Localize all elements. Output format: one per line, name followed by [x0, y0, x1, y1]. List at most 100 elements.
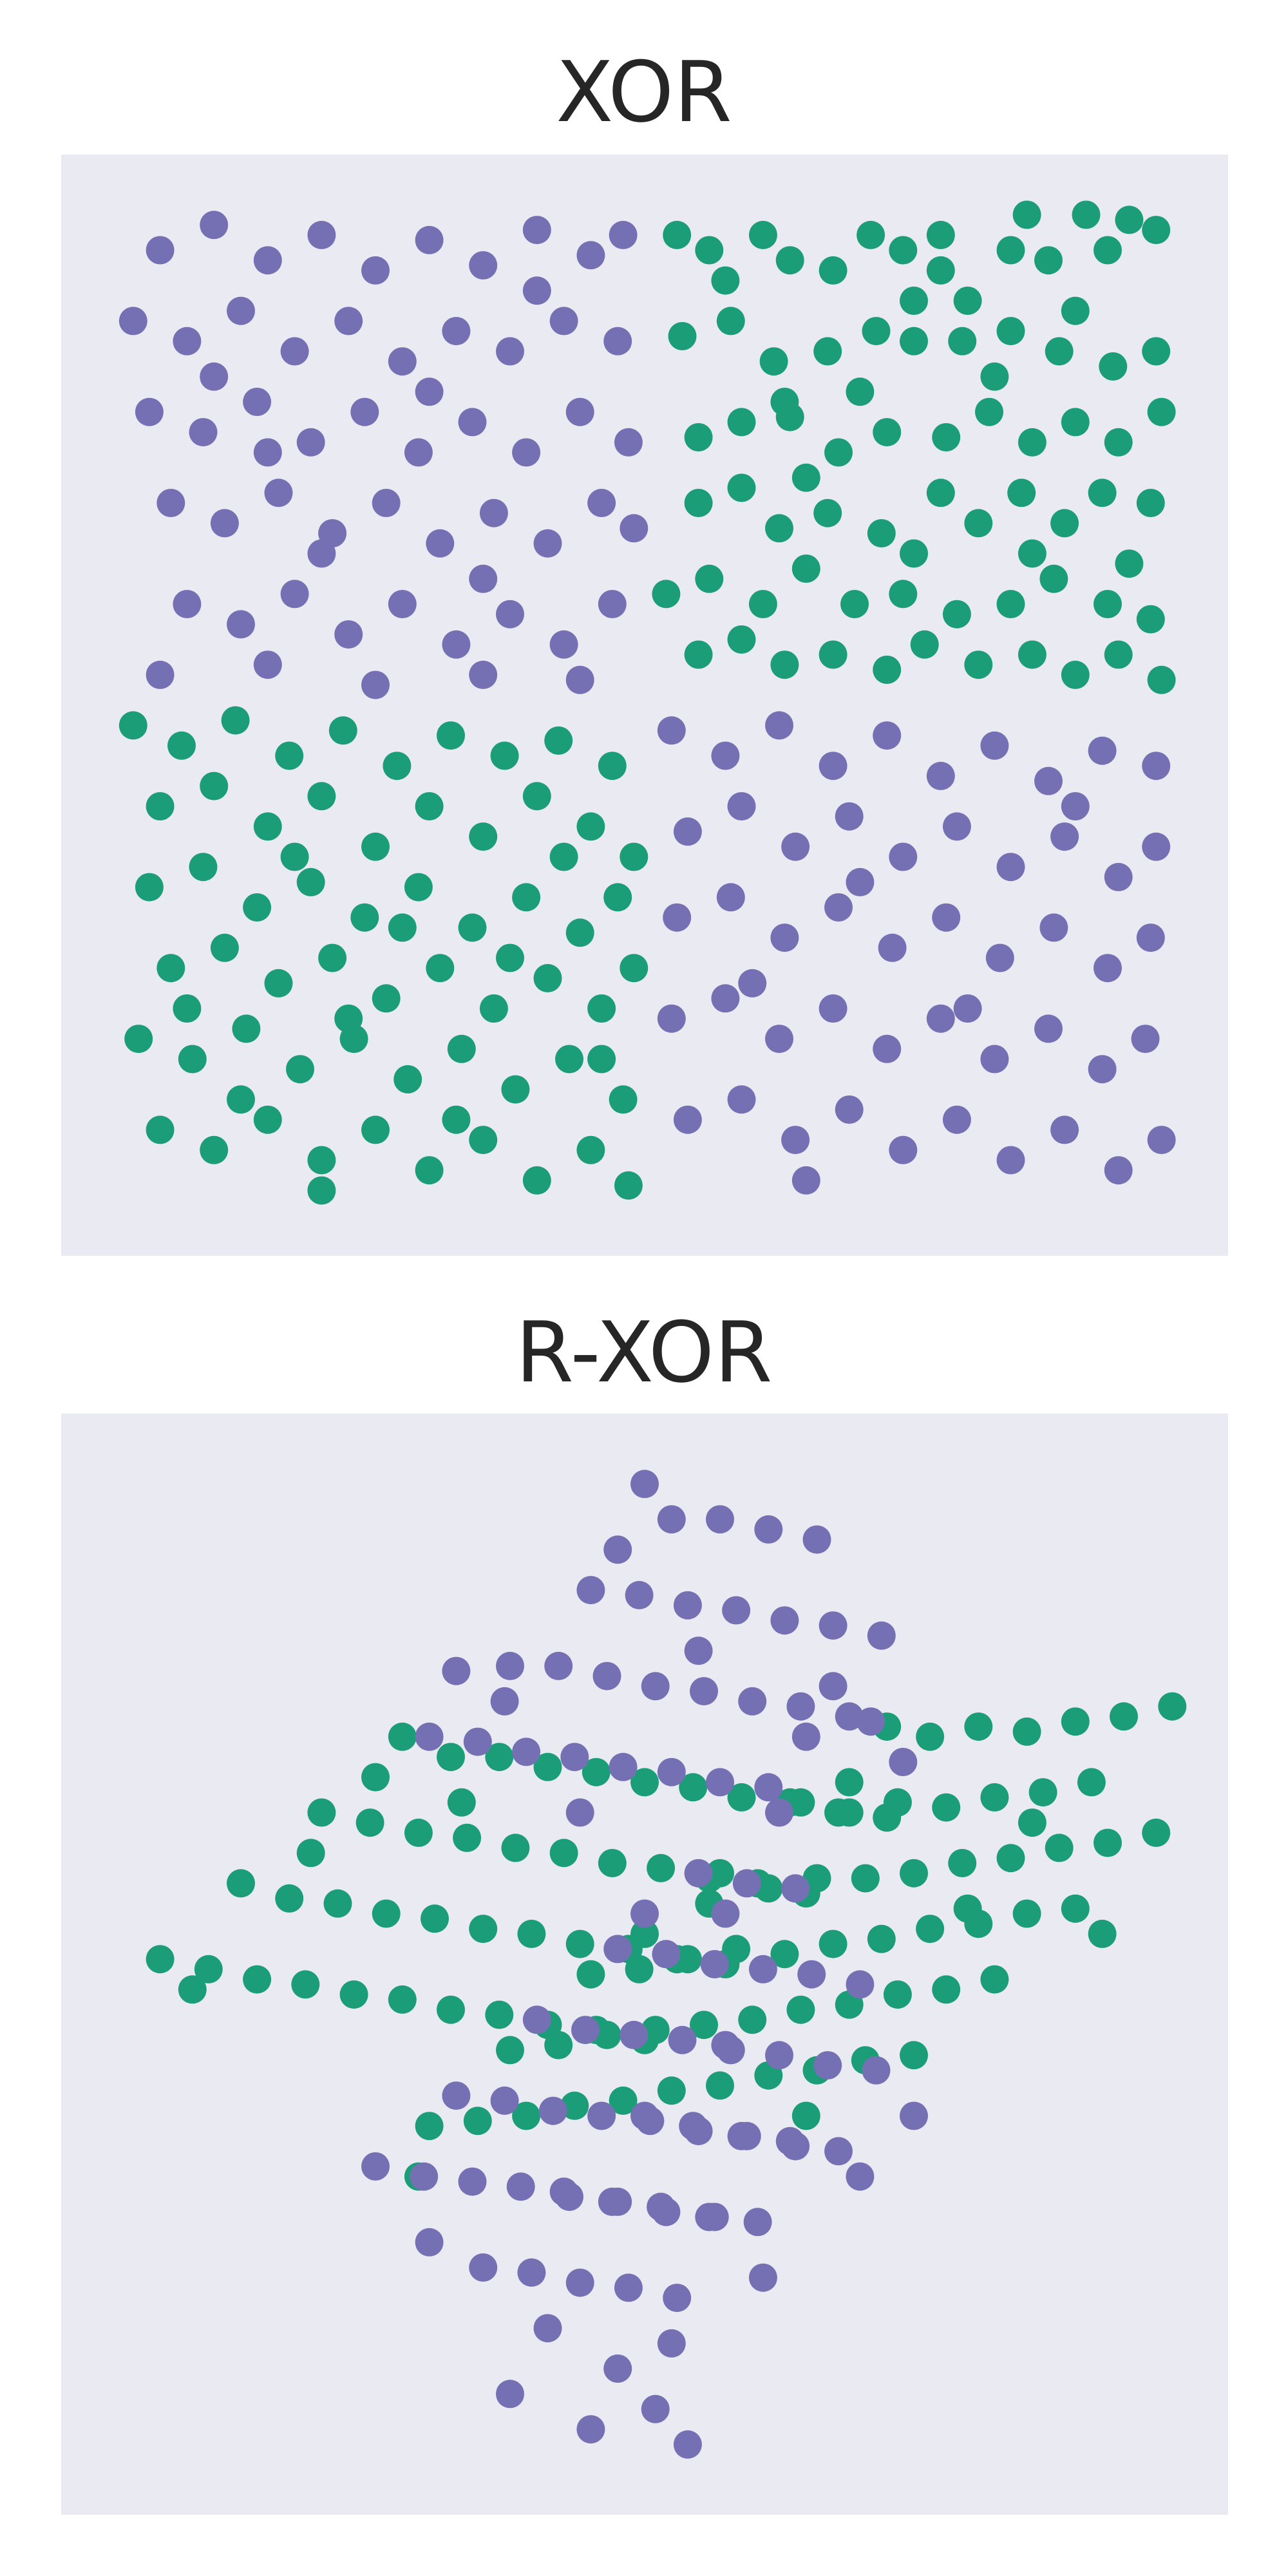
point-class-1-12: [754, 1515, 783, 1544]
point-class-0-53: [657, 2076, 686, 2105]
point-class-1-49: [587, 2101, 616, 2130]
point-class-0-93: [200, 772, 229, 800]
point-class-1-70: [673, 817, 702, 846]
point-class-0-69: [485, 2000, 514, 2029]
point-class-0-80: [791, 463, 820, 492]
point-class-1-67: [1034, 766, 1063, 795]
point-class-0-78: [1158, 1692, 1187, 1721]
point-class-0-73: [926, 220, 955, 249]
point-class-0-98: [469, 822, 498, 851]
point-class-0-107: [404, 873, 433, 902]
point-class-1-100: [673, 1105, 702, 1134]
point-class-1-24: [350, 397, 379, 426]
point-class-0-65: [873, 656, 902, 684]
point-class-0-61: [598, 1849, 627, 1877]
point-class-1-66: [980, 731, 1009, 760]
point-class-0-83: [167, 731, 196, 760]
point-class-1-22: [243, 388, 272, 416]
point-class-0-40: [727, 473, 756, 502]
point-class-0-151: [307, 1176, 336, 1205]
point-class-0-146: [549, 842, 578, 871]
point-class-1-84: [576, 2415, 605, 2444]
point-class-0-101: [620, 842, 649, 871]
point-class-1-93: [819, 994, 848, 1023]
point-class-1-114: [791, 1166, 820, 1195]
point-class-0-45: [964, 509, 993, 538]
point-class-0-57: [996, 590, 1025, 618]
point-class-1-88: [1094, 954, 1122, 983]
point-class-1-44: [538, 2096, 567, 2125]
point-class-0-110: [565, 918, 594, 947]
point-class-1-1: [200, 211, 229, 240]
point-class-0-50: [652, 580, 681, 609]
point-class-1-79: [663, 2284, 692, 2313]
point-class-1-105: [942, 1105, 971, 1134]
point-class-1-52: [469, 660, 498, 689]
point-class-0-99: [522, 782, 551, 811]
point-class-1-11: [673, 1591, 702, 1620]
point-class-0-52: [630, 1768, 659, 1797]
point-class-0-25: [1045, 337, 1074, 366]
point-class-1-28: [565, 397, 594, 426]
point-class-0-148: [227, 1085, 255, 1114]
point-class-0-12: [437, 1743, 465, 1772]
point-class-0-139: [522, 1166, 551, 1195]
point-class-0-94: [253, 812, 282, 841]
point-class-0-42: [813, 498, 842, 527]
point-class-0-19: [759, 347, 788, 376]
point-class-0-86: [328, 716, 357, 745]
point-class-0-120: [587, 994, 616, 1023]
point-class-1-74: [889, 842, 918, 871]
point-class-0-147: [388, 913, 417, 942]
point-class-0-2: [307, 1798, 336, 1827]
point-class-1-68: [1088, 736, 1117, 765]
point-class-1-18: [549, 307, 578, 336]
point-class-1-45: [442, 630, 471, 659]
point-class-1-75: [942, 812, 971, 841]
point-class-1-89: [1136, 923, 1165, 952]
point-class-1-84: [878, 933, 907, 962]
point-class-1-9: [512, 1738, 541, 1766]
point-class-0-55: [889, 580, 918, 609]
point-class-0-23: [948, 327, 977, 355]
point-class-1-51: [361, 670, 390, 699]
point-class-1-78: [775, 2126, 804, 2155]
point-class-0-10: [275, 1884, 304, 1913]
point-class-1-31: [210, 509, 239, 538]
point-class-1-27: [512, 438, 541, 467]
xor-plot-area: [61, 155, 1228, 1256]
point-class-1-48: [506, 2172, 535, 2201]
point-class-0-144: [173, 994, 202, 1023]
point-class-1-49: [146, 660, 175, 689]
point-class-0-59: [1094, 590, 1122, 618]
point-class-1-35: [426, 529, 455, 558]
point-class-0-1: [227, 1869, 255, 1898]
point-class-0-40: [421, 1904, 449, 1933]
point-class-1-85: [641, 2394, 670, 2423]
point-class-0-39: [339, 1980, 368, 2009]
point-class-0-20: [323, 1889, 352, 1918]
point-class-0-145: [334, 1004, 363, 1033]
point-class-0-105: [296, 867, 325, 896]
point-class-0-116: [372, 984, 401, 1013]
point-class-0-71: [647, 1853, 676, 1882]
point-class-0-85: [275, 741, 304, 770]
point-class-0-97: [415, 792, 444, 820]
point-class-0-4: [415, 2112, 444, 2141]
point-class-1-12: [227, 296, 255, 325]
point-class-0-41: [765, 514, 793, 543]
point-class-1-95: [442, 1656, 471, 1685]
point-class-0-62: [679, 1773, 708, 1802]
point-class-1-19: [603, 327, 632, 355]
point-class-0-117: [426, 954, 455, 983]
point-class-0-13: [1142, 216, 1171, 245]
point-class-0-60: [517, 1919, 546, 1948]
point-class-0-95: [307, 782, 336, 811]
point-class-1-80: [663, 903, 692, 932]
point-class-0-21: [862, 317, 891, 346]
point-class-0-47: [932, 1793, 961, 1822]
point-class-1-112: [953, 994, 982, 1023]
point-class-1-68: [630, 2101, 659, 2130]
point-class-1-32: [264, 478, 293, 507]
point-class-0-132: [146, 1115, 175, 1144]
